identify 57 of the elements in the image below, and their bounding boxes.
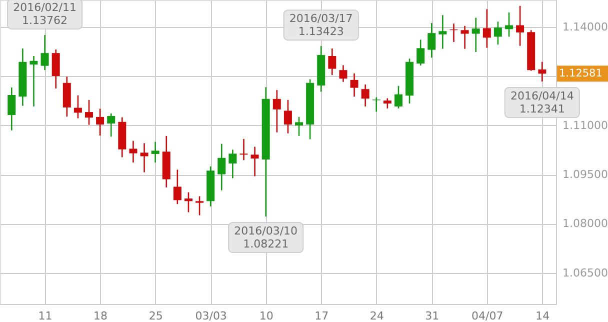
candlestick	[250, 146, 259, 177]
x-tick-label: 18	[94, 310, 108, 322]
candlestick	[328, 48, 336, 76]
candlestick	[184, 192, 192, 213]
y-tick-label: 1.08000	[562, 217, 608, 230]
annotation: 2016/04/14 1.12341	[510, 90, 574, 116]
candlestick	[295, 116, 303, 137]
candlestick	[52, 48, 60, 90]
candlestick	[30, 55, 38, 108]
candlestick	[74, 94, 82, 119]
candlestick	[460, 25, 469, 50]
candlestick	[416, 38, 425, 66]
candlestick	[107, 112, 116, 138]
candlestick	[196, 196, 204, 216]
y-tick-label: 1.14000	[562, 20, 608, 34]
candlestick	[538, 61, 546, 82]
candlestick	[516, 5, 524, 47]
candlestick	[140, 142, 148, 173]
x-tick-label: 24	[370, 310, 384, 322]
x-tick-label: 14	[536, 310, 550, 322]
x-tick-label: 17	[314, 310, 329, 322]
x-tick-label: 25	[148, 310, 163, 322]
candlestick	[129, 140, 138, 164]
x-tick-label: 10	[259, 310, 274, 322]
y-tick-label: 1.11000	[562, 118, 608, 132]
candlestick	[173, 169, 182, 205]
candlestick	[505, 12, 513, 38]
candlestick	[284, 99, 292, 134]
x-tick-label: 04/07	[472, 310, 504, 322]
candlestick	[151, 141, 160, 164]
candlestick	[40, 34, 49, 71]
y-tick-label: 1.06500	[562, 266, 608, 280]
candlestick	[383, 98, 392, 110]
candlestick	[228, 149, 237, 179]
annotation: 2016/03/17 1.13423	[289, 12, 353, 38]
candlestick	[96, 108, 104, 136]
candlestick	[494, 20, 502, 46]
x-tick-label: 03/03	[195, 310, 227, 322]
candlestick	[361, 84, 370, 108]
candlestick	[482, 8, 491, 48]
candlestick	[350, 72, 358, 98]
annotation: 2016/03/10 1.08221	[234, 224, 298, 250]
candlestick	[218, 143, 226, 191]
x-tick-label: 31	[425, 310, 440, 322]
candlestick	[394, 85, 402, 110]
text: 1.12581	[559, 68, 602, 80]
candlestick	[240, 138, 248, 161]
y-tick-label: 1.09500	[562, 168, 608, 182]
annotation: 2016/02/11 1.13762	[13, 0, 76, 27]
candlestick	[272, 89, 281, 133]
candlestick	[428, 22, 436, 58]
candlestick	[8, 86, 16, 132]
candlestick	[339, 64, 348, 83]
candlestick	[85, 99, 93, 126]
x-tick-label: 11	[38, 310, 52, 322]
candlestick	[472, 17, 480, 53]
candlestick	[438, 14, 447, 50]
